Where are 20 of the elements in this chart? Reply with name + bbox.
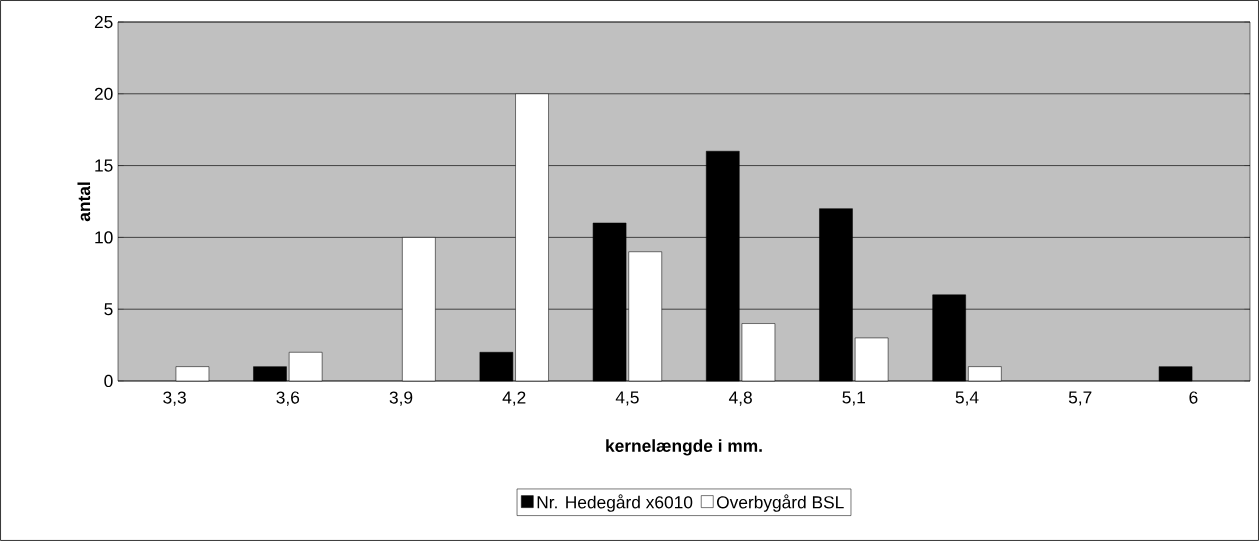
y-tick-label: 20 bbox=[94, 87, 113, 100]
y-tick-label: 0 bbox=[104, 374, 113, 388]
y-tick-label: 10 bbox=[95, 231, 113, 244]
y-tick-label: 5 bbox=[104, 303, 113, 316]
x-tick-label: 5,1 bbox=[842, 391, 866, 406]
x-tick-label: 3,9 bbox=[389, 391, 413, 406]
legend-label: Overbygård BSL bbox=[716, 494, 844, 512]
x-tick-label: 5,7 bbox=[1068, 391, 1092, 406]
x-tick-label: 5,4 bbox=[955, 391, 979, 406]
y-tick-label: 25 bbox=[94, 15, 113, 29]
x-tick-label: 3,6 bbox=[276, 391, 300, 406]
x-tick-label: 3,3 bbox=[163, 391, 186, 406]
x-tick-label: 6 bbox=[1189, 391, 1198, 404]
y-axis-title: antal bbox=[77, 182, 91, 222]
x-tick-label: 4,2 bbox=[502, 391, 526, 406]
legend-label: Nr. Hedegård x6010 bbox=[537, 494, 693, 512]
x-tick-label: 4,8 bbox=[728, 391, 752, 406]
y-tick-label: 15 bbox=[95, 159, 113, 172]
x-tick-label: 4,5 bbox=[615, 391, 639, 406]
x-axis-title: kernelængde i mm. bbox=[606, 439, 762, 456]
